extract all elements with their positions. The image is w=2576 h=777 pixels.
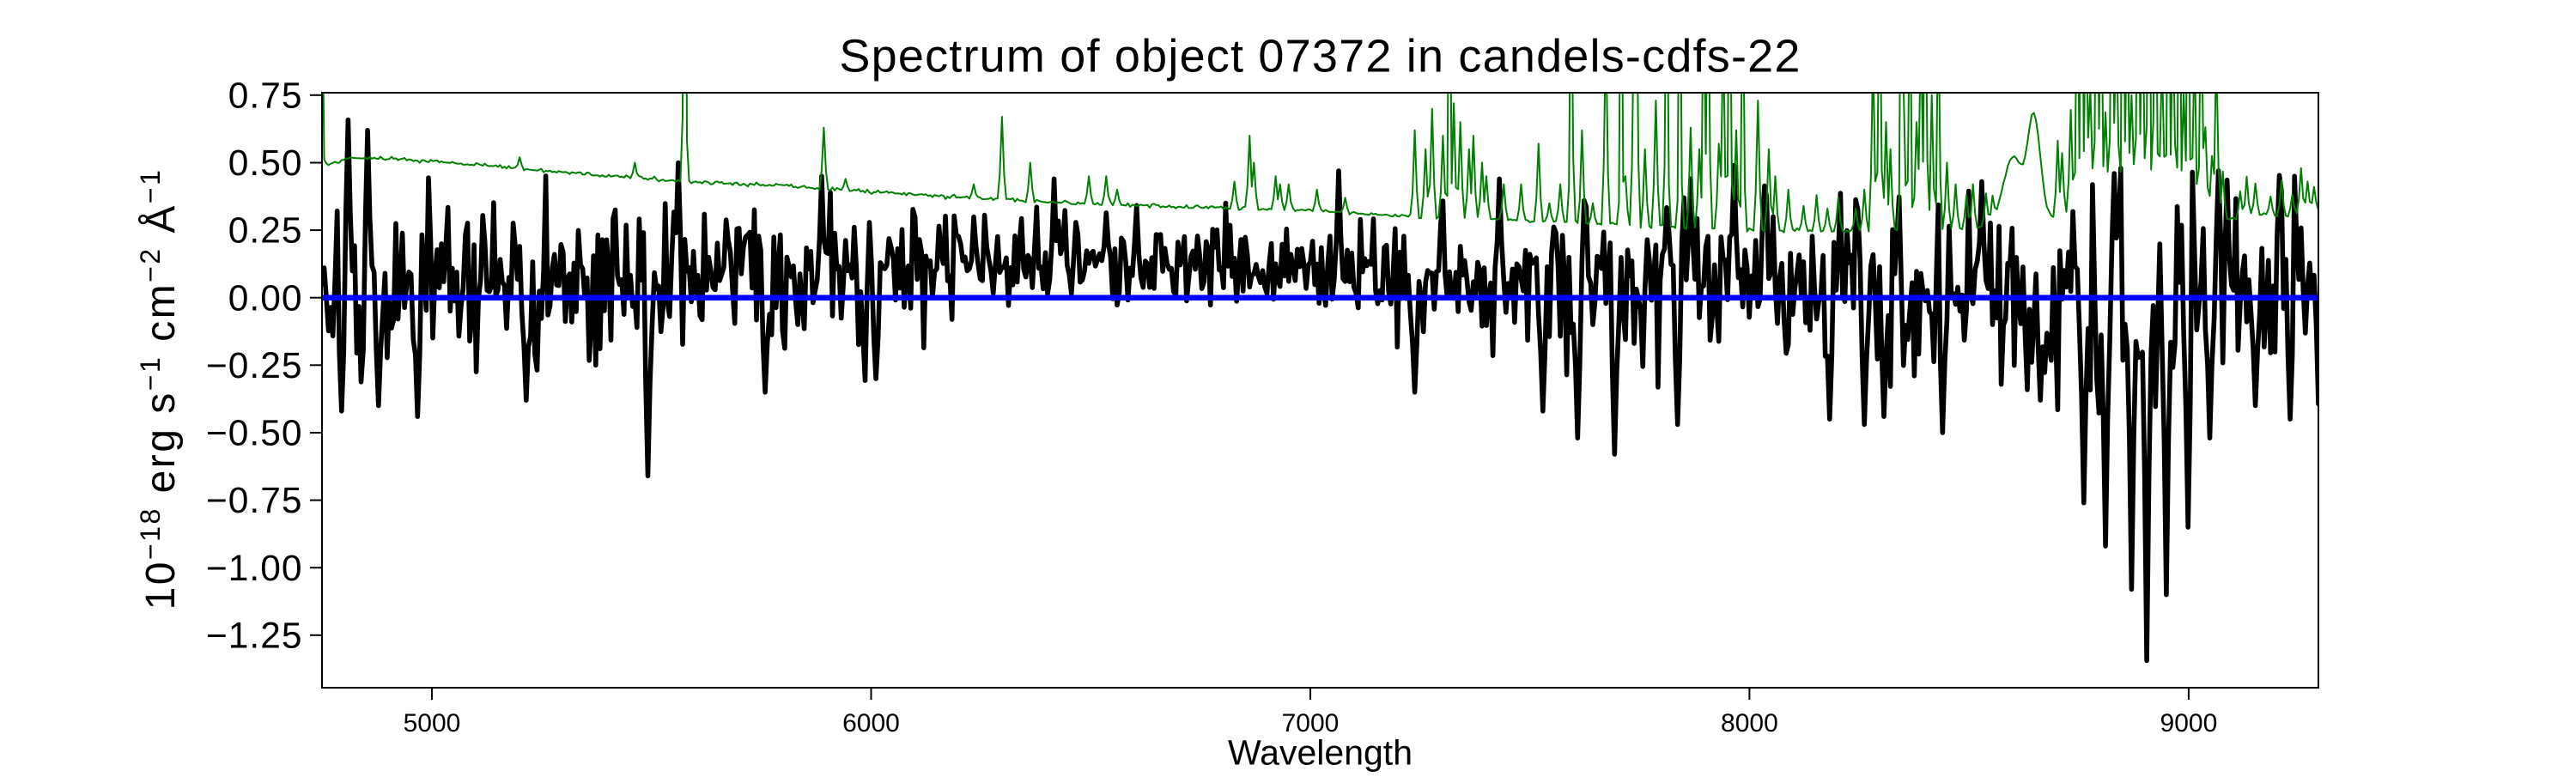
- svg-text:0.25: 0.25: [228, 211, 303, 252]
- svg-text:−0.25: −0.25: [206, 346, 303, 386]
- svg-text:0.50: 0.50: [228, 143, 303, 184]
- svg-text:−0.75: −0.75: [206, 481, 303, 521]
- svg-text:7000: 7000: [1282, 709, 1340, 738]
- svg-text:5000: 5000: [404, 709, 461, 738]
- svg-text:−1.25: −1.25: [206, 616, 303, 656]
- svg-text:0.00: 0.00: [228, 278, 303, 319]
- svg-text:0.75: 0.75: [228, 76, 303, 116]
- svg-text:−1.00: −1.00: [206, 549, 303, 589]
- svg-text:−0.50: −0.50: [206, 414, 303, 454]
- svg-text:Wavelength: Wavelength: [1228, 732, 1413, 772]
- svg-text:Spectrum of object 07372 in ca: Spectrum of object 07372 in candels-cdfs…: [839, 30, 1801, 82]
- svg-text:8000: 8000: [1721, 709, 1778, 738]
- svg-text:9000: 9000: [2160, 709, 2218, 738]
- svg-text:6000: 6000: [842, 709, 900, 738]
